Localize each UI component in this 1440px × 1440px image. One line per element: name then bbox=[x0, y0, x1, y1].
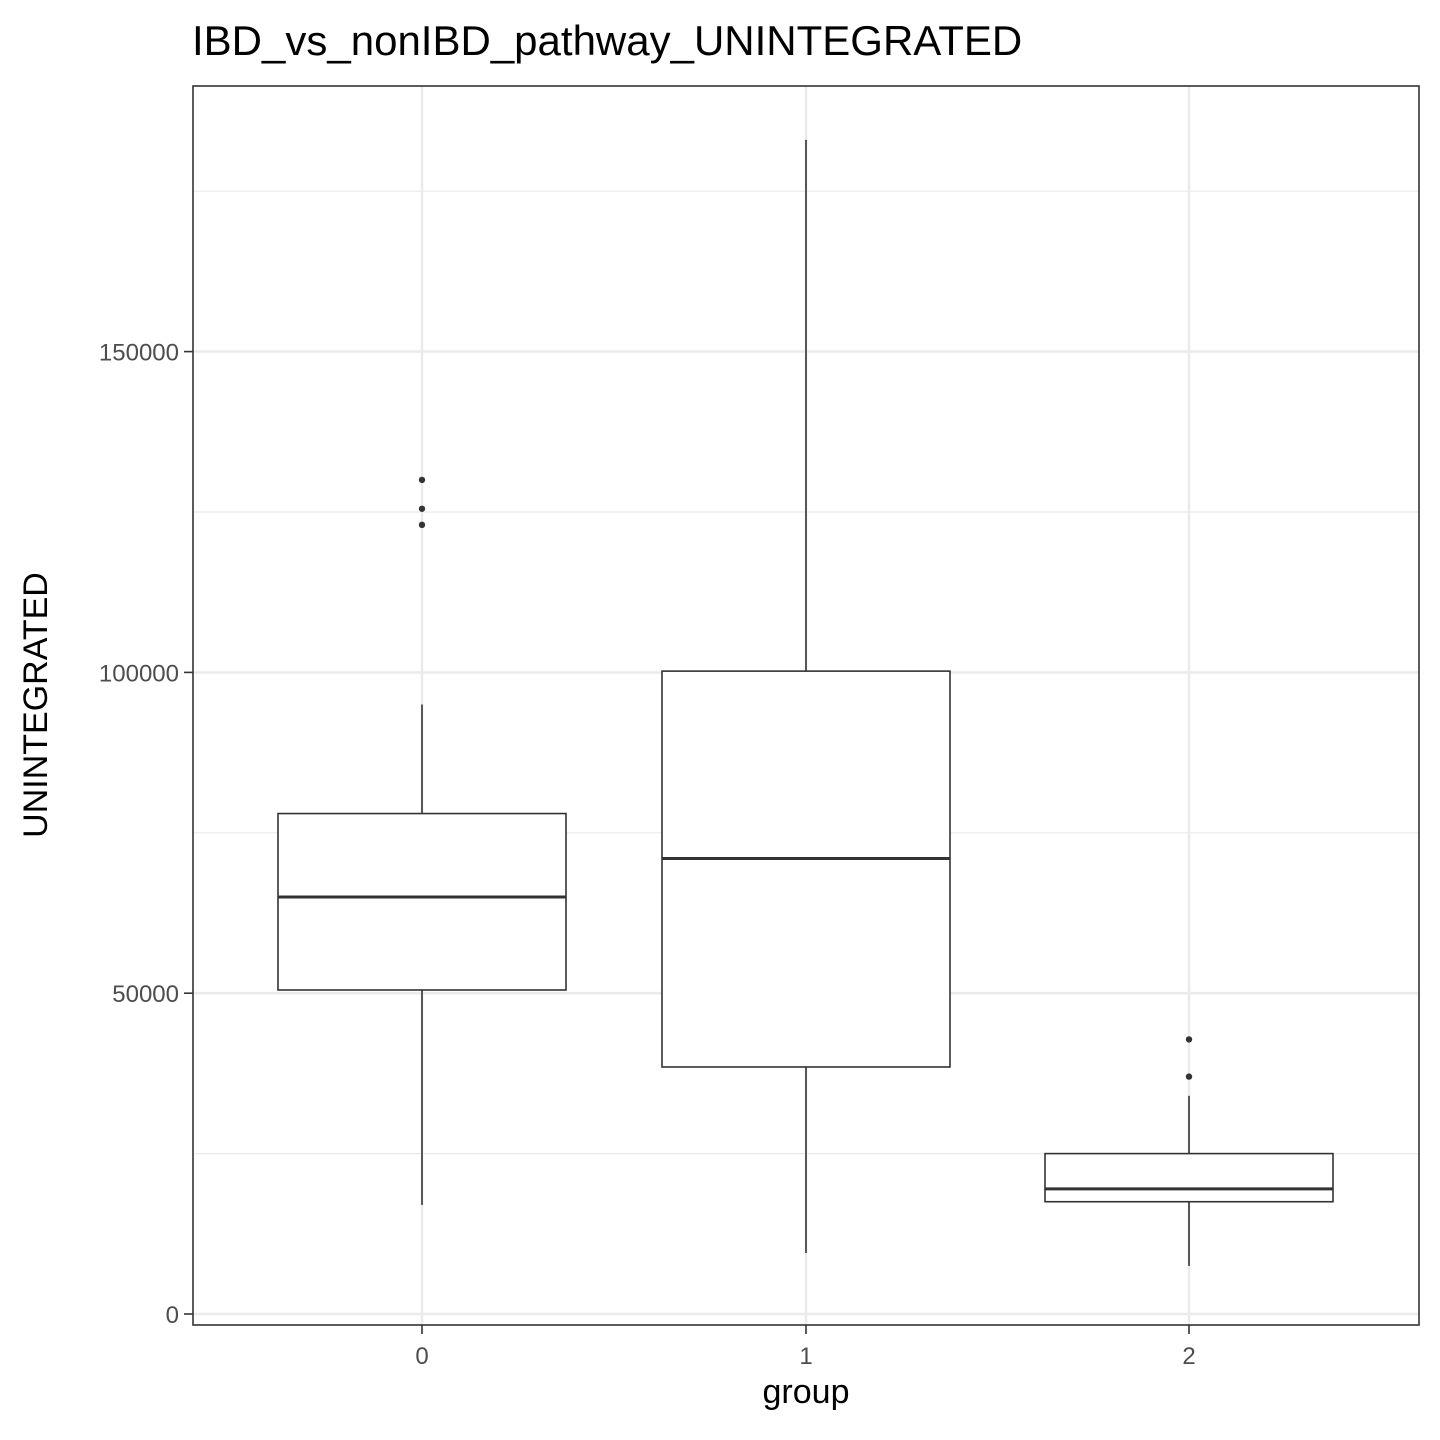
x-tick-label: 1 bbox=[799, 1343, 812, 1370]
y-axis-title: UNINTEGRATED bbox=[17, 572, 55, 838]
iqr-box bbox=[1044, 1152, 1334, 1203]
iqr-box bbox=[277, 812, 567, 991]
y-tick-label: 150000 bbox=[99, 340, 179, 367]
outlier-point bbox=[1185, 1036, 1193, 1043]
chart-title: IBD_vs_nonIBD_pathway_UNINTEGRATED bbox=[192, 17, 1022, 64]
axes-layer: 0 50000 100000 150000 0 1 2 bbox=[99, 340, 1196, 1370]
box-group-0 bbox=[277, 476, 567, 1205]
x-tick-label: 2 bbox=[1182, 1343, 1195, 1370]
y-tick-label: 0 bbox=[166, 1302, 179, 1329]
iqr-box bbox=[661, 670, 951, 1068]
x-axis-title: group bbox=[763, 1373, 850, 1411]
outlier-point bbox=[1185, 1073, 1193, 1080]
box-group-2 bbox=[1044, 1036, 1334, 1266]
y-tick-label: 100000 bbox=[99, 660, 179, 687]
outlier-point bbox=[418, 476, 426, 484]
outlier-point bbox=[418, 505, 426, 512]
x-tick-label: 0 bbox=[415, 1343, 428, 1370]
boxes-layer bbox=[277, 139, 1334, 1266]
box-group-1 bbox=[661, 139, 951, 1254]
outlier-point bbox=[418, 521, 426, 529]
y-tick-label: 50000 bbox=[112, 981, 179, 1008]
